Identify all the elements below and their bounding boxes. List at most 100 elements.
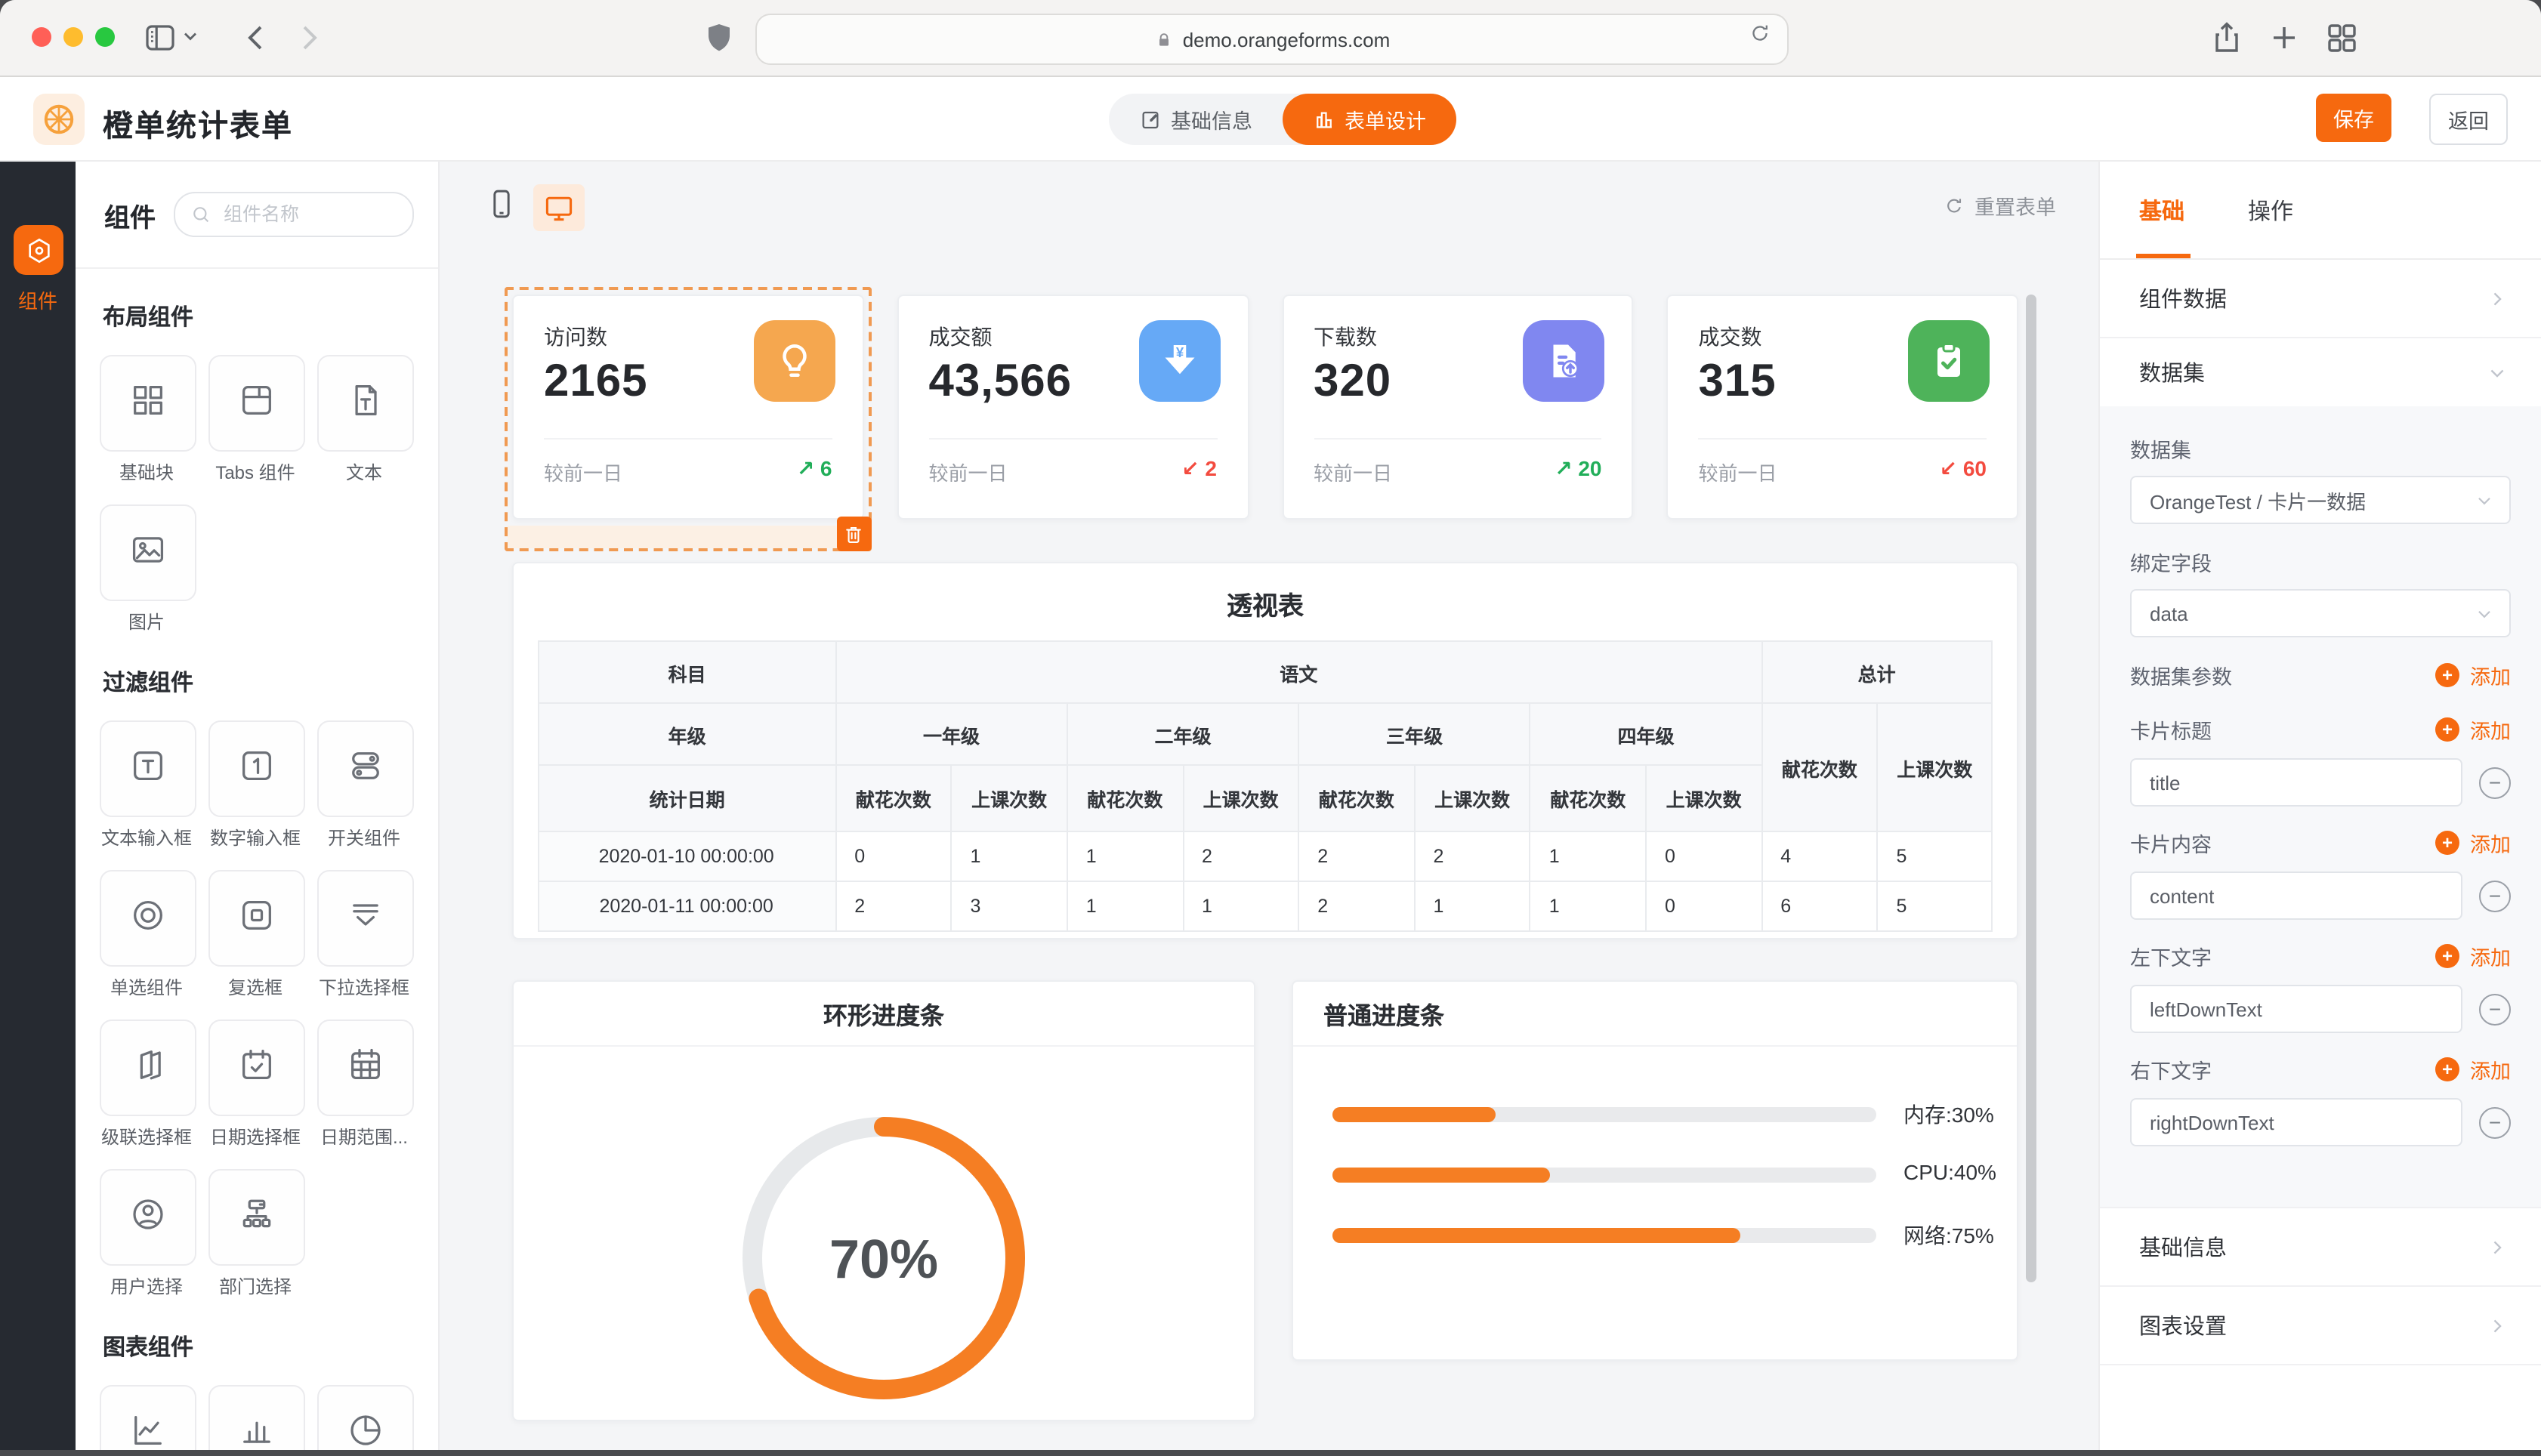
- delete-widget-button[interactable]: [836, 517, 872, 551]
- ring-progress-widget[interactable]: 环形进度条 70%: [512, 980, 1255, 1421]
- component-item[interactable]: 日期范围...: [317, 1020, 414, 1149]
- tab-actions[interactable]: 操作: [2248, 199, 2294, 225]
- search-input[interactable]: [221, 202, 363, 227]
- tab-overview-icon[interactable]: [2323, 20, 2360, 56]
- remove-field-button[interactable]: −: [2479, 880, 2511, 912]
- remove-field-button[interactable]: −: [2479, 767, 2511, 798]
- pivot-table-widget[interactable]: 透视表 科目 语文 总计 年级 一年级 二年级 三年级 四年级 献花次数 上课次数 统计日期 献花次数…: [512, 562, 2018, 939]
- pivot-subject-label: 科目: [538, 640, 837, 704]
- field-input[interactable]: [2130, 871, 2462, 920]
- row-chart-settings[interactable]: 图表设置: [2100, 1287, 2541, 1365]
- component-item-label: 日期选择框: [209, 1127, 301, 1148]
- reset-form-button[interactable]: 重置表单: [1943, 190, 2056, 221]
- pivot-metric: 上课次数: [1182, 764, 1300, 832]
- stat-card-footer: 较前一日: [1698, 462, 1777, 485]
- stat-card[interactable]: 下载数 320 较前一日 ↗ 20: [1282, 295, 1634, 520]
- component-item[interactable]: 下拉选择框: [317, 870, 414, 1000]
- dataset-param-label: 数据集参数: [2130, 666, 2232, 689]
- component-search[interactable]: [174, 192, 414, 237]
- add-field-button[interactable]: + 添加: [2435, 941, 2511, 971]
- bind-field-select[interactable]: data: [2130, 589, 2511, 637]
- add-label: 添加: [2470, 947, 2511, 970]
- component-item[interactable]: 图片: [100, 504, 196, 634]
- tab-underline: [2136, 254, 2191, 258]
- field-input[interactable]: [2130, 985, 2462, 1033]
- component-data-label: 组件数据: [2139, 288, 2227, 313]
- component-item[interactable]: [208, 1385, 305, 1450]
- close-window-button[interactable]: [32, 27, 51, 47]
- privacy-shield-icon[interactable]: [701, 20, 737, 56]
- field-label: 卡片标题: [2130, 720, 2212, 743]
- new-tab-icon[interactable]: [2266, 20, 2302, 56]
- rail-item-components[interactable]: [14, 225, 63, 275]
- dataset-select[interactable]: OrangeTest / 卡片一数据: [2130, 476, 2511, 524]
- tab-form-design-label: 表单设计: [1345, 110, 1426, 133]
- document-edit-icon: [1142, 110, 1159, 128]
- dept-icon: [237, 1194, 276, 1241]
- component-item[interactable]: 用户选择: [100, 1169, 196, 1299]
- component-item[interactable]: [100, 1385, 196, 1450]
- zoom-window-button[interactable]: [95, 27, 115, 47]
- pivot-total-cell: 4: [1761, 831, 1879, 882]
- component-item[interactable]: 部门选择: [208, 1169, 305, 1299]
- tab-basic-info[interactable]: 基础信息: [1109, 94, 1283, 145]
- reload-icon[interactable]: [1748, 21, 1772, 53]
- tab-basic[interactable]: 基础: [2139, 199, 2185, 225]
- component-item[interactable]: 复选框: [208, 870, 305, 1000]
- text-doc-icon: [346, 380, 385, 427]
- stat-card[interactable]: 访问数 2165 较前一日 ↗ 6: [512, 295, 864, 520]
- stat-card-slot: 成交数 315 较前一日 ↙ 60: [1666, 295, 2018, 520]
- share-icon[interactable]: [2209, 20, 2245, 56]
- component-item[interactable]: 基础块: [100, 355, 196, 485]
- add-field-button[interactable]: + 添加: [2435, 828, 2511, 858]
- progress-bars-widget[interactable]: 普通进度条 内存:30% CPU:40% 网络:75%: [1292, 980, 2018, 1361]
- back-icon[interactable]: [239, 20, 275, 56]
- row-dataset-section[interactable]: 数据集: [2100, 338, 2541, 406]
- component-item[interactable]: [317, 1385, 414, 1450]
- component-item-label: 文本输入框: [100, 828, 192, 849]
- plus-icon: +: [2435, 1057, 2459, 1081]
- stat-card[interactable]: 成交数 315 较前一日 ↙ 60: [1666, 295, 2018, 520]
- component-item[interactable]: 数字输入框: [208, 720, 305, 850]
- refresh-icon: [1947, 198, 1962, 212]
- stat-card[interactable]: 成交额 43,566 ¥ 较前一日 ↙ 2: [897, 295, 1249, 520]
- stat-card-value: 315: [1698, 356, 1777, 406]
- component-item[interactable]: 文本: [317, 355, 414, 485]
- component-item[interactable]: 级联选择框: [100, 1020, 196, 1149]
- remove-field-button[interactable]: −: [2479, 1106, 2511, 1138]
- add-field-button[interactable]: + 添加: [2435, 714, 2511, 745]
- component-item[interactable]: 日期选择框: [208, 1020, 305, 1149]
- back-button[interactable]: 返回: [2429, 94, 2508, 145]
- field-input[interactable]: [2130, 758, 2462, 807]
- component-item[interactable]: 单选组件: [100, 870, 196, 1000]
- canvas-scrollbar[interactable]: [2026, 295, 2036, 1282]
- component-item[interactable]: Tabs 组件: [208, 355, 305, 485]
- chevron-down-icon[interactable]: [180, 26, 201, 47]
- row-component-data[interactable]: 组件数据: [2100, 260, 2541, 338]
- canvas-toolbar: 重置表单: [440, 162, 2098, 246]
- mobile-view-icon[interactable]: [485, 187, 518, 230]
- add-dataset-param-button[interactable]: + 添加: [2435, 660, 2511, 690]
- forward-icon[interactable]: [290, 20, 326, 56]
- desktop-view-icon[interactable]: [533, 184, 585, 231]
- chevron-right-icon: [2493, 1319, 2502, 1332]
- minimize-window-button[interactable]: [63, 27, 83, 47]
- pivot-date-label: 统计日期: [538, 764, 837, 832]
- component-item[interactable]: 文本输入框: [100, 720, 196, 850]
- save-button[interactable]: 保存: [2316, 94, 2391, 142]
- add-field-button[interactable]: + 添加: [2435, 1054, 2511, 1084]
- plus-icon: +: [2435, 831, 2459, 855]
- tab-form-design[interactable]: 表单设计: [1283, 94, 1456, 145]
- component-item[interactable]: 开关组件: [317, 720, 414, 850]
- remove-field-button[interactable]: −: [2479, 993, 2511, 1025]
- sidebar-toggle-icon[interactable]: [142, 20, 178, 56]
- pivot-total-metric: 献花次数: [1761, 702, 1879, 832]
- svg-text:¥: ¥: [1175, 344, 1184, 360]
- row-basic-info[interactable]: 基础信息: [2100, 1208, 2541, 1287]
- url-bar[interactable]: demo.orangeforms.com: [755, 14, 1789, 65]
- pivot-total-cell: 6: [1761, 881, 1879, 932]
- inspector-panel: 基础 操作 组件数据 数据集 数据集 OrangeTest / 卡片一数据 绑定…: [2098, 162, 2541, 1450]
- component-grid: 文本输入框 数字输入框 开关组件单选组件 复选框 下拉选择框级联选择框 日期选择框 日期范围…: [100, 720, 414, 1299]
- pivot-total-metric: 上课次数: [1876, 702, 1993, 832]
- field-input[interactable]: [2130, 1098, 2462, 1146]
